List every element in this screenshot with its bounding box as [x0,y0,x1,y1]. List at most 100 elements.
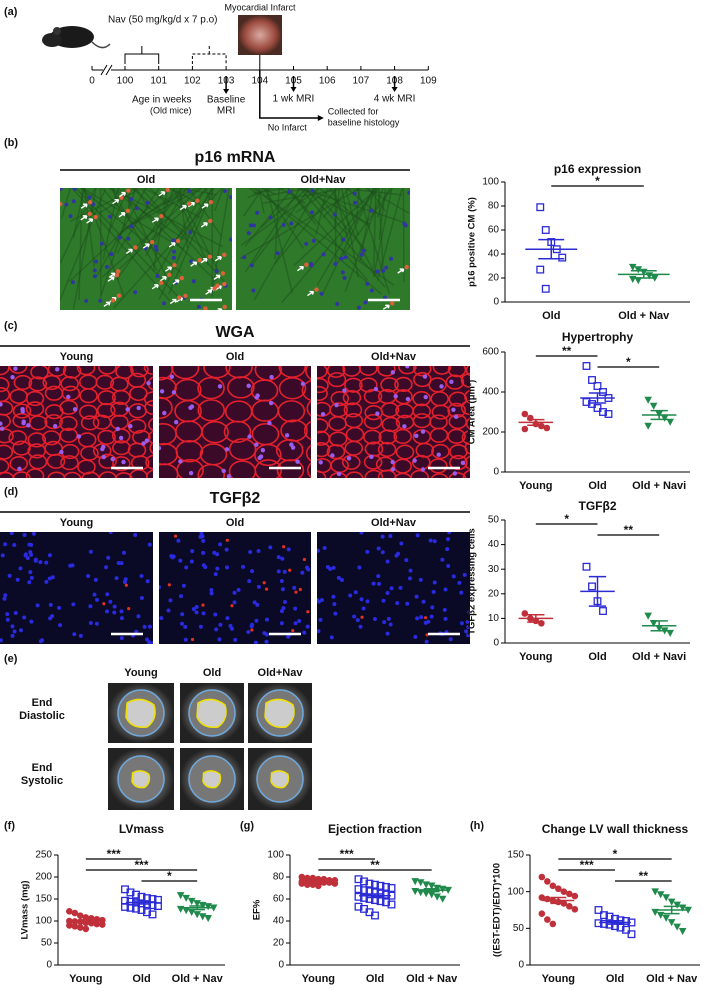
chart: TGFβ2 TGFβ2 expressing cells 0 10 20 30 40 50 Yo… [467,499,690,663]
cell-membrane [428,458,448,474]
fiber [304,188,349,236]
cell-membrane [203,366,231,379]
nucleus [232,600,237,605]
y-tick-label: 20 [488,273,500,284]
nucleus [200,534,205,539]
nucleus [26,423,31,428]
y-tick-label: 0 [518,960,524,971]
nucleus [352,614,357,619]
nucleus [289,221,294,226]
chart-title: Ejection fraction [328,822,422,836]
nucleus [395,601,400,606]
nucleus [242,255,247,260]
x-tick-label: Young [519,651,552,663]
nucleus [3,593,8,598]
p16-signal [304,262,309,267]
y-tick-label: 0 [46,960,52,971]
nucleus [194,605,199,610]
nucleus [442,607,447,612]
data-point [438,885,447,893]
cell-membrane [130,366,149,378]
tgf-signal [250,628,254,632]
nucleus [335,302,340,307]
nucleus [286,547,291,552]
mri-row-label: End [32,762,53,774]
fiber [118,188,210,270]
cell-membrane [430,473,449,478]
pointer-arrow [80,215,88,221]
panel-label: (c) [4,320,18,332]
data-point [651,888,659,896]
cell-membrane [0,458,10,474]
column-label: Old+Nav [371,351,417,363]
fiber [187,188,223,237]
cell-membrane [330,391,350,407]
nucleus [451,407,456,412]
cell-membrane [12,471,31,478]
nucleus [179,594,184,599]
column-label: Old [226,517,244,529]
nucleus [5,617,10,622]
nucleus [343,255,348,260]
cell-membrane [398,366,417,375]
p16-signal [87,200,93,205]
mouse-head [42,33,62,47]
nucleus [388,534,393,539]
data-point [66,922,73,929]
nucleus [251,223,256,228]
fiber [214,188,224,212]
nucleus [388,622,393,627]
data-point [605,912,614,921]
nucleus [10,374,15,380]
nucleus [250,569,255,574]
cell-membrane [448,472,467,478]
nucleus [64,202,69,207]
nucleus [247,434,252,439]
chart-title: Change LV wall thickness [542,822,689,836]
nucleus [241,564,246,569]
nucleus [94,621,99,626]
cell-membrane [44,414,63,430]
nucleus [365,281,370,286]
sem-bar [550,896,567,905]
pointer-arrow [214,256,222,262]
fiber [373,188,377,269]
cell-membrane [227,376,255,399]
nucleus [0,638,3,643]
fiber [278,188,306,204]
nucleus [47,553,52,558]
cell-membrane [277,400,306,423]
data-point [182,894,190,902]
nucleus [104,264,109,269]
nucleus [201,611,206,616]
nucleus [224,447,230,452]
nucleus [93,577,98,582]
nucleus [304,565,309,570]
fiber [372,188,393,277]
y-tick-label: 20 [488,588,500,599]
cell-membrane [448,391,468,407]
baseline-label: Baseline [207,95,246,106]
y-tick-label: 200 [35,872,52,883]
tgf-signal [288,568,292,572]
nucleus [88,604,93,609]
data-point [77,924,84,931]
nucleus [68,214,73,219]
x-tick-label: Old + Navi [632,651,686,663]
nucleus [419,615,424,620]
nucleus [0,421,3,426]
nucleus [329,635,334,640]
nucleus [108,599,113,604]
nucleus [171,249,176,254]
data-point [354,875,363,884]
lv-endocardium [270,770,290,789]
nucleus [436,452,441,457]
data-point [558,253,567,262]
nucleus [376,574,381,579]
nucleus [18,566,23,571]
nucleus [407,190,410,195]
mri-1wk-label: 1 wk MRI [273,94,315,105]
tgf-signal [102,602,106,606]
data-point [187,897,196,905]
nucleus [407,576,412,581]
